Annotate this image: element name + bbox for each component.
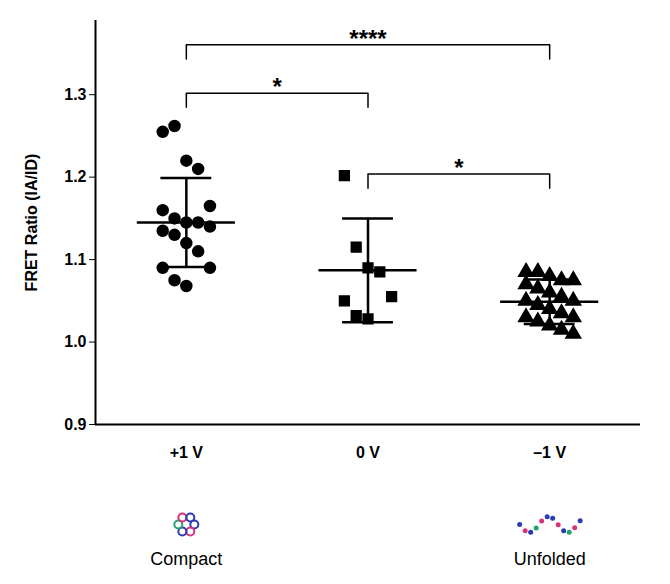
- svg-text:–1 V: –1 V: [533, 444, 566, 461]
- svg-text:Compact: Compact: [150, 549, 222, 569]
- svg-text:1.1: 1.1: [64, 251, 86, 268]
- svg-text:1.2: 1.2: [64, 168, 86, 185]
- svg-text:1.3: 1.3: [64, 86, 86, 103]
- svg-text:*: *: [454, 154, 464, 181]
- svg-text:+1 V: +1 V: [170, 444, 204, 461]
- svg-text:0 V: 0 V: [356, 444, 380, 461]
- svg-text:****: ****: [349, 25, 387, 52]
- svg-text:Unfolded: Unfolded: [514, 549, 586, 569]
- svg-text:0.9: 0.9: [64, 416, 86, 433]
- svg-text:1.0: 1.0: [64, 333, 86, 350]
- svg-text:FRET Ratio (IA/ID): FRET Ratio (IA/ID): [23, 154, 40, 292]
- svg-text:*: *: [272, 73, 282, 100]
